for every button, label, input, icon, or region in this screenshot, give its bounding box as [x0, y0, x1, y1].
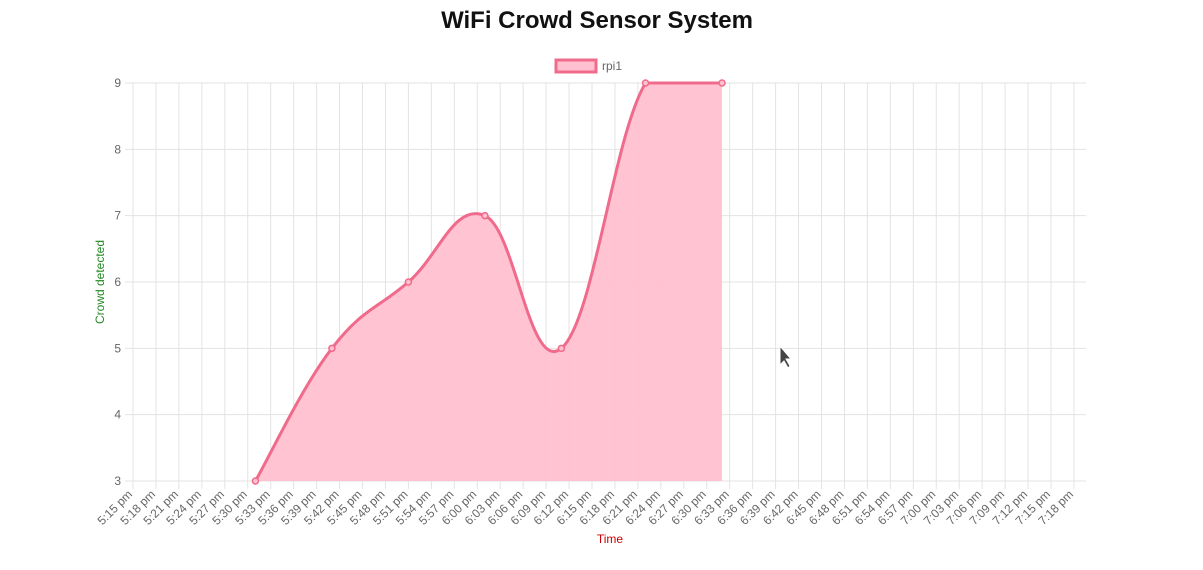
y-axis-title: Crowd detected	[93, 240, 107, 324]
y-tick-label: 8	[114, 142, 121, 156]
legend-swatch[interactable]	[554, 58, 598, 74]
y-tick-label: 4	[114, 408, 121, 422]
data-point[interactable]	[251, 477, 260, 485]
data-point[interactable]	[404, 278, 413, 286]
mouse-cursor-icon	[779, 344, 793, 369]
chart-title: WiFi Crowd Sensor System	[441, 7, 753, 34]
x-axis: 5:15 pm5:18 pm5:21 pm5:24 pm5:27 pm5:30 …	[95, 487, 1077, 528]
series-area-fill	[255, 83, 723, 481]
data-point[interactable]	[557, 344, 566, 353]
y-tick-label: 3	[114, 474, 121, 488]
points-layer	[251, 79, 726, 485]
y-tick-label: 9	[114, 76, 121, 90]
x-axis-title: Time	[597, 532, 624, 546]
y-tick-label: 5	[114, 341, 121, 355]
chart-legend[interactable]: rpi1	[554, 58, 622, 74]
data-point[interactable]	[328, 344, 336, 353]
data-point[interactable]	[481, 211, 489, 220]
y-axis: 9 8 7 6 5 4 3	[114, 76, 121, 488]
legend-label[interactable]: rpi1	[602, 59, 622, 73]
y-tick-label: 6	[114, 275, 121, 289]
y-tick-label: 7	[114, 209, 121, 223]
data-point[interactable]	[641, 79, 650, 87]
data-point[interactable]	[718, 79, 726, 87]
